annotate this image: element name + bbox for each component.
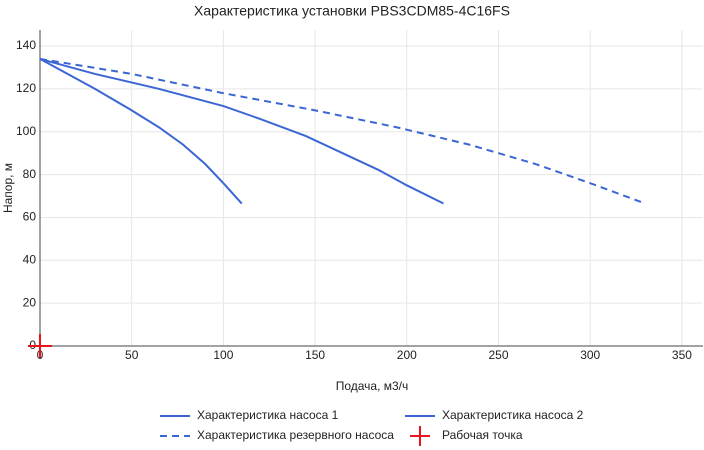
y-axis-label: Напор, м (1, 163, 15, 213)
x-tick-label: 350 (672, 348, 692, 362)
x-axis-label: Подача, м3/ч (336, 379, 409, 393)
x-tick-label: 100 (213, 348, 233, 362)
x-tick-label: 150 (305, 348, 325, 362)
x-tick-label: 200 (397, 348, 417, 362)
y-tick-label: 60 (23, 210, 37, 224)
curve (39, 57, 646, 205)
y-tick-label: 80 (23, 167, 37, 181)
y-tick-label: 120 (16, 81, 36, 95)
legend-label: Характеристика насоса 2 (442, 408, 584, 422)
x-tick-label: 300 (580, 348, 600, 362)
y-tick-label: 20 (23, 295, 37, 309)
curve (39, 58, 243, 205)
legend-label: Характеристика насоса 1 (197, 408, 339, 422)
legend-label: Рабочая точка (442, 428, 523, 442)
curve (39, 57, 444, 205)
x-tick-label: 250 (488, 348, 508, 362)
y-tick-label: 40 (23, 252, 37, 266)
y-tick-label: 100 (16, 124, 36, 138)
x-tick-label: 50 (125, 348, 139, 362)
y-tick-label: 140 (16, 38, 36, 52)
chart-title: Характеристика установки PBS3CDM85-4C16F… (194, 3, 510, 19)
legend-label: Характеристика резервного насоса (197, 428, 394, 442)
work-point (28, 334, 52, 358)
